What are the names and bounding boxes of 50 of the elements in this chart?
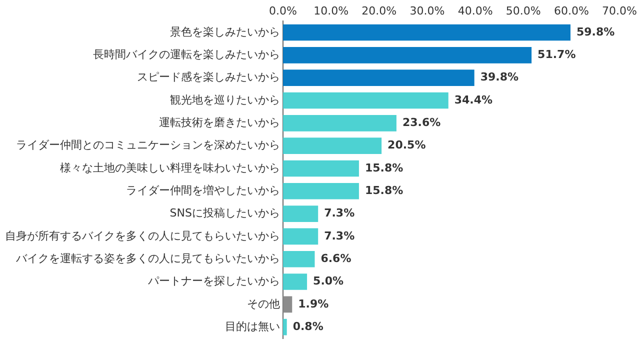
data-label: 39.8%	[480, 70, 519, 84]
y-tick-label: バイクを運転する姿を多くの人に見てもらいたいから	[15, 252, 280, 265]
bar	[283, 70, 474, 86]
bar	[283, 318, 287, 336]
data-label: 15.8%	[364, 161, 404, 174]
y-tick-label: 目的は無い	[225, 320, 280, 333]
data-label: 34.4%	[454, 93, 493, 106]
bar	[283, 182, 359, 200]
bar	[283, 250, 315, 268]
y-tick-label: その他	[247, 297, 280, 310]
data-label: 15.8%	[364, 184, 404, 197]
bar	[283, 296, 292, 313]
bar	[283, 47, 532, 64]
y-tick-label: パートナーを探したいから	[147, 274, 280, 288]
bar	[283, 160, 359, 177]
y-tick-label: 観光地を巡りたいから	[170, 93, 280, 106]
data-label: 7.3%	[324, 229, 355, 242]
y-tick-label: SNSに投稿したいから	[170, 206, 280, 220]
y-tick-label: 運転技術を磨きたいから	[159, 116, 280, 130]
y-tick-label: ライダー仲間を増やしたいから	[126, 184, 280, 197]
bar	[283, 206, 318, 222]
y-tick-label: 長時間バイクの運転を楽しみたいから	[93, 48, 280, 62]
x-tick-label: 0.0%	[269, 4, 297, 18]
data-label: 6.6%	[320, 252, 352, 265]
data-label: 20.5%	[388, 138, 426, 152]
bar	[283, 92, 448, 109]
x-tick-label: 10.0%	[314, 4, 349, 18]
data-label: 59.8%	[576, 25, 615, 38]
x-tick-label: 30.0%	[410, 4, 445, 18]
y-tick-label: 景色を楽しみたいから	[170, 25, 280, 38]
data-label: 1.9%	[298, 297, 329, 310]
bar	[283, 274, 308, 290]
data-label: 7.3%	[324, 206, 355, 220]
x-tick-label: 20.0%	[362, 4, 397, 18]
bar	[283, 228, 318, 245]
data-label: 51.7%	[538, 48, 576, 62]
data-label: 0.8%	[292, 320, 324, 333]
x-tick-label: 40.0%	[458, 4, 493, 18]
bar	[283, 24, 570, 41]
bar	[283, 138, 382, 154]
y-tick-label: 自身が所有するバイクを多くの人に見てもらいたいから	[5, 229, 280, 242]
x-tick-label: 60.0%	[554, 4, 589, 18]
bar	[283, 115, 396, 132]
y-tick-label: スピード感を楽しみたいから	[137, 70, 280, 84]
data-label: 23.6%	[402, 116, 441, 130]
x-tick-label: 50.0%	[506, 4, 541, 18]
y-tick-label: 様々な土地の美味しい料理を味わいたいから	[60, 161, 280, 174]
x-tick-label: 70.0%	[602, 4, 638, 18]
data-label: 5.0%	[313, 274, 344, 288]
y-tick-label: ライダー仲間とのコミュニケーションを深めたいから	[16, 138, 280, 152]
